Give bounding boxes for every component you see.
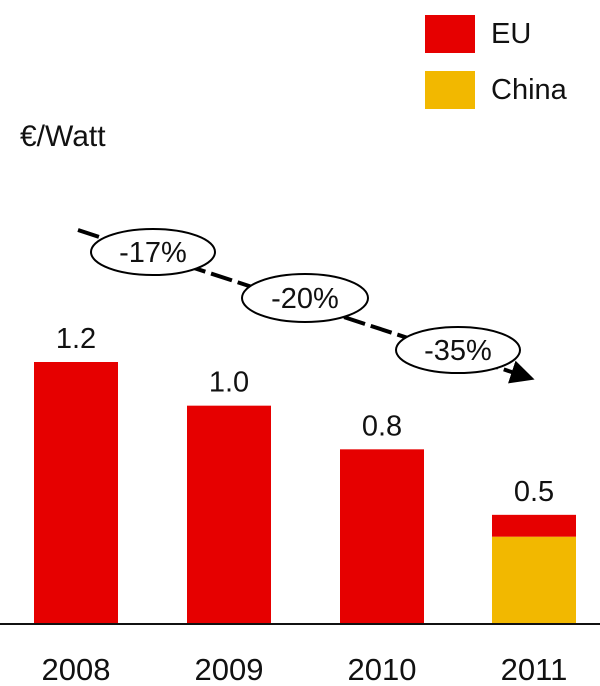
x-tick-label-2008: 2008 bbox=[42, 652, 111, 686]
value-label-2008: 1.2 bbox=[56, 323, 96, 355]
bar-china-2011 bbox=[492, 536, 576, 624]
legend-item-china: China bbox=[425, 68, 567, 112]
bar-eu-2011 bbox=[492, 514, 576, 537]
trend-layer: -17% -20% -35% bbox=[77, 228, 535, 384]
trend-annotation-1: -17% bbox=[90, 228, 216, 276]
labels-layer: 1.2 2008 1.0 2009 0.8 2010 0.5 2011 bbox=[42, 323, 568, 686]
bar-eu-2009 bbox=[187, 405, 271, 624]
legend-label-eu: EU bbox=[491, 17, 532, 50]
bars-layer bbox=[34, 362, 576, 624]
trend-annotation-ellipse bbox=[395, 326, 521, 374]
legend-swatch-china bbox=[425, 71, 475, 109]
trend-annotation-ellipse bbox=[90, 228, 216, 276]
trend-annotation-3: -35% bbox=[395, 326, 521, 374]
x-tick-label-2011: 2011 bbox=[501, 652, 568, 686]
trend-annotation-ellipse bbox=[241, 273, 369, 323]
trend-annotation-label: -20% bbox=[271, 283, 339, 315]
value-label-2011: 0.5 bbox=[514, 476, 554, 508]
trend-annotation-2: -20% bbox=[241, 273, 369, 323]
value-label-2009: 1.0 bbox=[209, 367, 249, 399]
bar-eu-2010 bbox=[340, 449, 424, 624]
x-tick-label-2010: 2010 bbox=[348, 652, 417, 686]
value-label-2010: 0.8 bbox=[362, 410, 402, 442]
legend: EU China bbox=[425, 12, 567, 124]
trend-annotation-label: -35% bbox=[424, 335, 492, 367]
bar-eu-2008 bbox=[34, 362, 118, 624]
legend-item-eu: EU bbox=[425, 12, 567, 56]
x-tick-label-2009: 2009 bbox=[195, 652, 264, 686]
unit-label: €/Watt bbox=[20, 120, 106, 153]
trend-annotation-label: -17% bbox=[119, 237, 187, 269]
legend-label-china: China bbox=[491, 73, 567, 106]
legend-swatch-eu bbox=[425, 15, 475, 53]
